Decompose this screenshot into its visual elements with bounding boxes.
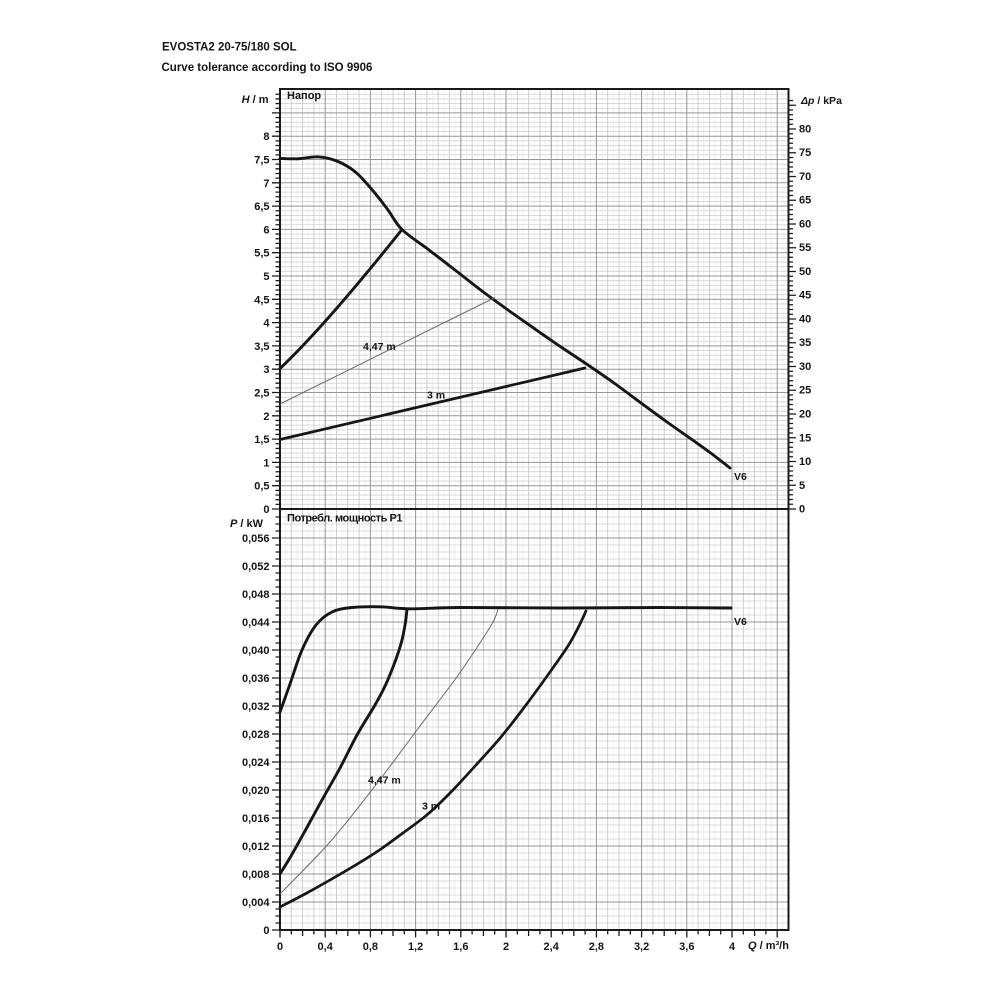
svg-text:V6: V6 (734, 616, 747, 628)
svg-text:0,4: 0,4 (318, 941, 334, 953)
svg-text:55: 55 (799, 242, 811, 254)
svg-text:6: 6 (263, 224, 269, 236)
svg-text:0,044: 0,044 (242, 617, 270, 629)
svg-text:7: 7 (263, 178, 269, 190)
svg-text:1,5: 1,5 (254, 434, 269, 446)
svg-text:2,4: 2,4 (544, 941, 560, 953)
svg-text:2: 2 (503, 941, 509, 953)
svg-text:1,6: 1,6 (453, 941, 468, 953)
svg-text:3,2: 3,2 (634, 941, 649, 953)
svg-text:4,47 m: 4,47 m (368, 775, 401, 787)
svg-text:35: 35 (799, 337, 811, 349)
svg-text:0,008: 0,008 (242, 869, 270, 881)
svg-text:4,5: 4,5 (254, 294, 269, 306)
svg-text:0: 0 (263, 504, 269, 516)
svg-text:3,6: 3,6 (679, 941, 694, 953)
svg-text:2: 2 (263, 411, 269, 423)
svg-text:3,5: 3,5 (254, 341, 269, 353)
svg-text:0: 0 (277, 941, 283, 953)
svg-text:4: 4 (729, 941, 736, 953)
svg-text:8: 8 (263, 131, 269, 143)
svg-text:1,2: 1,2 (408, 941, 423, 953)
svg-text:6,5: 6,5 (254, 201, 269, 213)
svg-text:V6: V6 (734, 471, 747, 483)
svg-text:0,028: 0,028 (242, 729, 270, 741)
svg-text:3 m: 3 m (422, 801, 440, 813)
svg-text:0,048: 0,048 (242, 589, 270, 601)
svg-text:Δp / kPa: Δp / kPa (800, 95, 842, 107)
svg-text:30: 30 (799, 361, 811, 373)
svg-text:Curve tolerance according to I: Curve tolerance according to ISO 9906 (162, 62, 373, 74)
svg-text:70: 70 (799, 171, 811, 183)
svg-text:0,024: 0,024 (242, 757, 270, 769)
svg-text:0,056: 0,056 (242, 533, 270, 545)
svg-text:5: 5 (799, 480, 805, 492)
svg-text:40: 40 (799, 313, 811, 325)
svg-text:50: 50 (799, 266, 811, 278)
svg-text:0,020: 0,020 (242, 785, 270, 797)
svg-text:5: 5 (263, 271, 269, 283)
svg-text:0,052: 0,052 (242, 561, 270, 573)
svg-text:Потребл. мощность P1: Потребл. мощность P1 (287, 513, 402, 525)
svg-text:0,5: 0,5 (254, 481, 269, 493)
svg-text:10: 10 (799, 456, 811, 468)
svg-text:2,5: 2,5 (254, 388, 269, 400)
svg-text:20: 20 (799, 408, 811, 420)
svg-text:15: 15 (799, 432, 811, 444)
svg-text:45: 45 (799, 290, 811, 302)
svg-text:60: 60 (799, 218, 811, 230)
svg-text:Q / m³/h: Q / m³/h (748, 940, 789, 952)
svg-text:3 m: 3 m (427, 390, 445, 402)
svg-text:P / kW: P / kW (230, 518, 264, 530)
svg-text:1: 1 (263, 457, 269, 469)
svg-text:0,040: 0,040 (242, 645, 270, 657)
svg-text:75: 75 (799, 147, 811, 159)
svg-text:65: 65 (799, 195, 811, 207)
svg-text:3: 3 (263, 364, 269, 376)
svg-text:Напор: Напор (287, 90, 321, 102)
svg-text:2,8: 2,8 (589, 941, 604, 953)
svg-text:4,47 m: 4,47 m (363, 341, 396, 353)
svg-text:25: 25 (799, 385, 811, 397)
svg-text:7,5: 7,5 (254, 155, 269, 167)
svg-text:0,032: 0,032 (242, 701, 270, 713)
svg-text:0,004: 0,004 (242, 897, 270, 909)
svg-text:5,5: 5,5 (254, 248, 269, 260)
svg-text:0: 0 (799, 504, 805, 516)
svg-text:80: 80 (799, 123, 811, 135)
svg-text:EVOSTA2 20-75/180 SOL: EVOSTA2 20-75/180 SOL (162, 42, 297, 54)
svg-text:0,012: 0,012 (242, 841, 270, 853)
svg-text:0,8: 0,8 (363, 941, 378, 953)
svg-text:4: 4 (263, 318, 270, 330)
svg-text:0,036: 0,036 (242, 673, 270, 685)
svg-text:H / m: H / m (242, 94, 269, 106)
svg-text:0,016: 0,016 (242, 813, 270, 825)
svg-text:0: 0 (263, 925, 269, 937)
